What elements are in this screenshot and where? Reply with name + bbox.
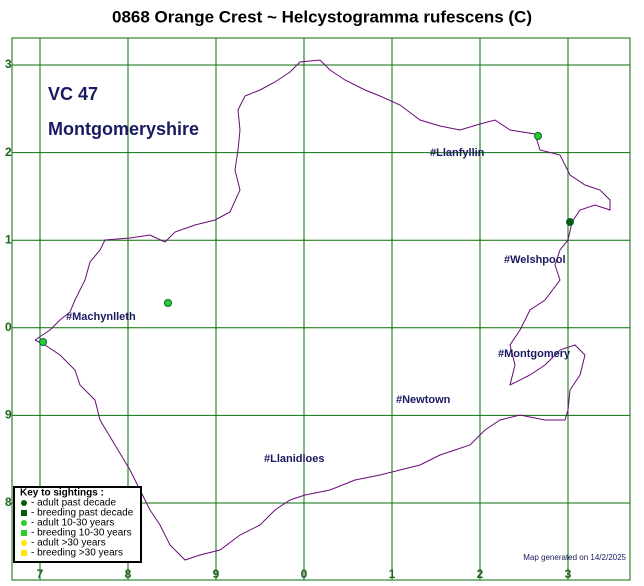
town-label: #Newtown <box>396 394 451 406</box>
key-item: - breeding 10-30 years <box>31 528 132 539</box>
y-grid-label: 2 <box>5 145 12 159</box>
x-grid-label: 8 <box>125 567 132 581</box>
region-name: Montgomeryshire <box>48 119 199 139</box>
footer-note: Map generated on 14/2/2025 <box>523 553 626 562</box>
town-label: #Welshpool <box>504 254 566 266</box>
town-label: #Montgomery <box>498 348 571 360</box>
y-grid-label: 1 <box>5 232 12 246</box>
key-item: - adult >30 years <box>31 538 106 549</box>
key-title: Key to sightings : <box>20 488 104 499</box>
key: Key to sightings : - adult past decade -… <box>13 486 142 563</box>
map-frame <box>11 37 631 581</box>
region-code: VC 47 <box>48 84 98 104</box>
key-item: - adult 10-30 years <box>31 518 114 529</box>
y-grid-label: 3 <box>5 57 12 71</box>
x-grid-label: 2 <box>477 567 484 581</box>
map-title: 0868 Orange Crest ~ Helcystogramma rufes… <box>112 7 532 26</box>
county-boundary <box>34 59 611 561</box>
key-item: - adult past decade <box>31 498 116 509</box>
town-label: #Llanfyllin <box>430 147 485 159</box>
sighting-dot <box>39 338 47 346</box>
sighting-dot <box>164 299 172 307</box>
town-label: #Machynlleth <box>66 311 136 323</box>
sighting-dot <box>566 218 574 226</box>
key-item: - breeding past decade <box>31 508 134 519</box>
sighting-dot <box>534 132 542 140</box>
key-item: - breeding >30 years <box>31 548 123 559</box>
x-grid-label: 9 <box>213 567 220 581</box>
y-grid-label: 9 <box>5 408 12 422</box>
town-label: #Llanidloes <box>264 453 325 465</box>
key-icon <box>21 520 27 526</box>
key-icon <box>21 500 27 506</box>
y-grid-label: 0 <box>5 320 12 334</box>
y-grid-label: 8 <box>5 495 12 509</box>
key-icon <box>21 540 27 546</box>
key-icon <box>21 530 27 536</box>
x-grid-label: 0 <box>301 567 308 581</box>
x-grid-label: 7 <box>37 567 44 581</box>
key-icon <box>21 510 27 516</box>
key-box <box>13 486 142 563</box>
key-icon <box>21 550 27 556</box>
x-grid-label: 1 <box>389 567 396 581</box>
x-grid-label: 3 <box>565 567 572 581</box>
